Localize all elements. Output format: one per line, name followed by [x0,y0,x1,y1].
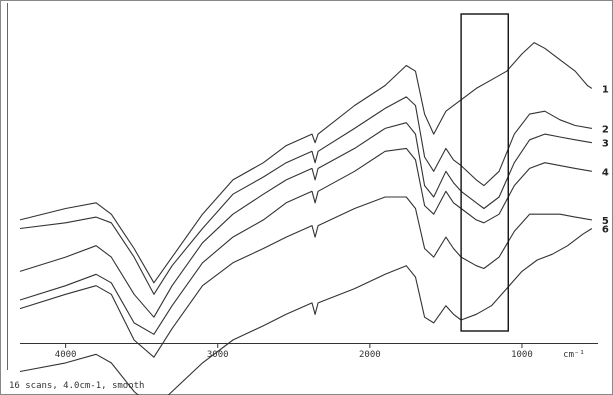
x-tick-label: 4000 [55,350,77,360]
trace-label-3: 3 [602,139,609,150]
x-tick-label: 3000 [207,350,229,360]
trace-label-5: 5 [602,216,609,227]
x-unit-label: cm⁻¹ [563,350,585,360]
spectrum-trace-1 [19,42,593,284]
spectrum-trace-3 [19,122,592,318]
trace-label-1: 1 [602,84,609,95]
x-tick-label: 1000 [511,350,533,360]
x-tick-label: 2000 [359,350,381,360]
highlight-region-box [460,13,509,332]
trace-labels: 1 2 3 4 56 [602,84,609,235]
spectrum-trace-5 [19,196,592,358]
trace-label-6: 6 [602,225,609,236]
spectrum-trace-4 [19,147,592,335]
spectrum-trace-6 [19,228,593,395]
spectra-traces [19,42,593,395]
footer-scan-info: 16 scans, 4.0cm-1, smooth [9,381,144,391]
trace-label-4: 4 [602,167,609,178]
spectrum-trace-2 [19,96,592,295]
x-axis-ticks: 4000 3000 2000 1000 cm⁻¹ [55,343,585,360]
trace-label-2: 2 [602,124,609,135]
